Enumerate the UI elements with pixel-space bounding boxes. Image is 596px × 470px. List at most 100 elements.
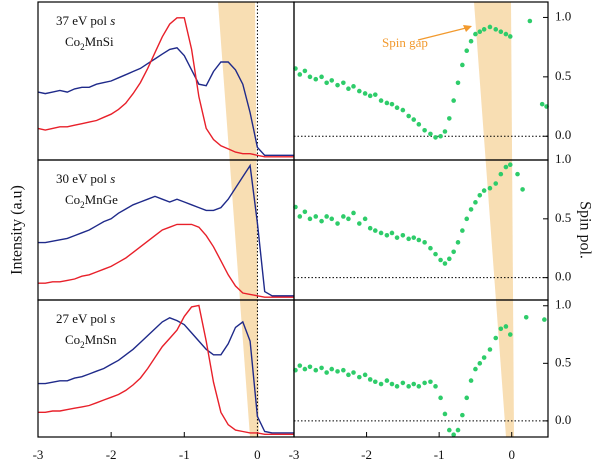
data-point	[455, 240, 461, 245]
data-point	[433, 384, 438, 389]
data-point	[302, 209, 308, 215]
data-point	[319, 218, 324, 224]
y-tick-label: 0.5	[555, 354, 571, 369]
data-point	[539, 101, 545, 107]
data-point	[447, 427, 452, 433]
data-point	[438, 395, 443, 401]
data-point	[307, 74, 313, 80]
data-point	[438, 133, 443, 139]
axis-label: Spin pol.	[576, 201, 593, 259]
data-point	[473, 31, 478, 37]
data-point	[442, 261, 448, 266]
data-point	[367, 225, 373, 231]
data-point	[468, 378, 474, 383]
data-point	[507, 332, 513, 337]
data-point	[442, 411, 448, 417]
data-point	[389, 101, 395, 107]
y-tick-label: 1.0	[555, 297, 571, 312]
data-point	[477, 361, 483, 366]
data-point	[422, 380, 427, 386]
data-point	[411, 117, 417, 122]
data-point	[527, 18, 533, 24]
x-tick-label: -1	[434, 447, 445, 462]
spectrum-line	[38, 317, 294, 434]
data-point	[341, 80, 346, 86]
data-point	[324, 370, 329, 375]
data-point	[335, 82, 340, 88]
data-point	[324, 80, 329, 86]
data-point	[464, 48, 470, 54]
data-point	[442, 129, 448, 134]
data-point	[464, 216, 470, 222]
arrow-head	[463, 25, 472, 32]
data-point	[400, 380, 406, 386]
data-point	[473, 366, 478, 372]
data-point	[498, 29, 504, 34]
data-point	[329, 366, 335, 372]
data-point	[451, 249, 456, 255]
annotation: Spin gap	[382, 35, 428, 50]
data-point	[447, 256, 452, 262]
y-tick-label: 0.5	[555, 210, 571, 225]
compound-label: Co2MnSn	[65, 332, 117, 350]
data-point	[451, 432, 456, 437]
data-point	[394, 105, 400, 111]
data-point	[329, 78, 335, 83]
data-point	[473, 200, 478, 205]
data-point	[481, 355, 487, 360]
data-point	[351, 84, 356, 89]
annotation-arrow	[417, 27, 467, 41]
data-point	[411, 235, 417, 240]
data-point	[319, 365, 324, 371]
data-point	[468, 38, 474, 44]
x-tick-label: -2	[361, 447, 372, 462]
x-tick-label: -1	[179, 447, 190, 462]
data-point	[357, 88, 362, 94]
data-point	[362, 91, 368, 96]
data-point	[302, 68, 308, 74]
data-point	[384, 100, 390, 106]
data-point	[357, 221, 362, 226]
data-point	[460, 228, 465, 233]
data-point	[493, 27, 499, 32]
y-tick-label: 1.0	[555, 8, 571, 23]
data-point	[455, 427, 461, 433]
data-point	[498, 326, 504, 332]
data-point	[460, 412, 465, 418]
data-point	[411, 381, 417, 387]
data-point	[481, 188, 487, 193]
data-point	[346, 372, 351, 378]
data-point	[460, 62, 465, 68]
data-point	[384, 232, 390, 238]
data-point	[400, 232, 406, 238]
data-point	[438, 257, 443, 263]
data-point	[307, 364, 313, 370]
data-point	[319, 74, 324, 80]
panel-label: 30 eV pol s	[56, 171, 115, 186]
data-point	[487, 24, 493, 30]
data-point	[503, 31, 509, 37]
data-point	[477, 29, 483, 34]
panel-label: 27 eV pol s	[56, 311, 115, 326]
data-point	[422, 128, 427, 133]
data-point	[341, 214, 346, 219]
data-point	[307, 216, 313, 222]
data-point	[335, 369, 340, 374]
y-tick-label: 0.0	[555, 269, 571, 284]
data-point	[468, 207, 474, 212]
axis-label: Intensity (a.u)	[9, 185, 26, 275]
data-point	[416, 237, 422, 243]
data-point	[297, 72, 303, 77]
data-point	[493, 335, 499, 341]
x-tick-label: 0	[254, 447, 261, 462]
data-point	[372, 92, 378, 97]
data-point	[367, 93, 373, 99]
data-point	[362, 216, 368, 222]
spectrum-line	[37, 47, 294, 156]
spectrum-line	[38, 163, 294, 297]
data-point	[351, 210, 356, 216]
data-point	[487, 347, 493, 352]
data-point	[416, 384, 422, 389]
data-point	[503, 324, 509, 329]
